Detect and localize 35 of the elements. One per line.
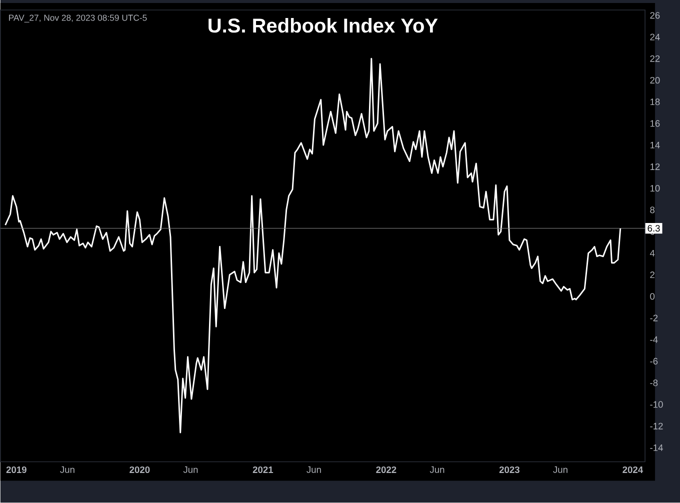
annotation: PAV_27, Nov 28, 2023 08:59 UTC-5 (9, 14, 147, 23)
y-tick-label: -12 (650, 422, 663, 430)
x-tick-label: Jun (430, 466, 444, 474)
x-tick-label: 2020 (130, 466, 150, 474)
chart-title: U.S. Redbook Index YoY (208, 18, 438, 33)
y-tick-label: 26 (650, 12, 660, 19)
y-tick-label: 4 (650, 250, 655, 256)
x-tick-label: Jun (553, 466, 568, 474)
y-tick-label: 18 (650, 98, 660, 106)
y-tick-label: -10 (650, 401, 663, 408)
line-series (4, 58, 622, 434)
ref-line-label: 6.3 (648, 225, 660, 232)
x-tick-label: 2022 (376, 466, 396, 474)
y-tick-label: -6 (650, 358, 658, 365)
x-tick-label: Jun (306, 466, 321, 474)
y-tick-label: 2 (650, 272, 654, 278)
x-tick-label: 2021 (252, 466, 274, 474)
y-tick-label: 0 (650, 293, 655, 300)
x-tick-label: 2024 (622, 466, 644, 474)
y-tick-label: 20 (650, 77, 660, 84)
y-tick-label: -4 (650, 336, 658, 343)
y-tick-label: 10 (650, 185, 660, 192)
x-tick-label: Jun (183, 466, 198, 474)
x-tick-label: 2023 (499, 466, 520, 474)
y-tick-label: 24 (650, 34, 660, 40)
y-tick-label: 8 (650, 206, 655, 214)
x-tick-label: Jun (60, 466, 74, 474)
y-tick-label: 16 (650, 120, 660, 127)
y-tick-label: 22 (650, 56, 660, 62)
y-tick-label: -14 (650, 444, 663, 452)
y-tick-label: -8 (650, 380, 658, 386)
x-tick-label: 2019 (6, 466, 26, 474)
y-tick-label: 12 (650, 164, 660, 170)
y-tick-label: -2 (650, 314, 658, 322)
y-tick-label: 14 (650, 142, 660, 148)
